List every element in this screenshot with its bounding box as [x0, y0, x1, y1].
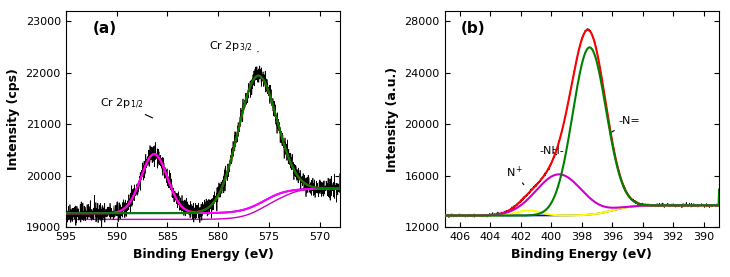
Text: N$^+$: N$^+$: [506, 165, 524, 185]
Y-axis label: Intensity (a.u.): Intensity (a.u.): [386, 66, 399, 172]
Text: -NH-: -NH-: [539, 146, 564, 156]
Text: Cr 2p$_{3/2}$: Cr 2p$_{3/2}$: [209, 40, 258, 54]
Text: -N=: -N=: [610, 116, 640, 133]
X-axis label: Binding Energy (eV): Binding Energy (eV): [133, 248, 274, 261]
Text: (a): (a): [93, 21, 118, 36]
Y-axis label: Intensity (cps): Intensity (cps): [7, 68, 20, 170]
Text: Cr 2p$_{1/2}$: Cr 2p$_{1/2}$: [100, 96, 153, 118]
Text: (b): (b): [461, 21, 485, 36]
X-axis label: Binding Energy (eV): Binding Energy (eV): [511, 248, 652, 261]
